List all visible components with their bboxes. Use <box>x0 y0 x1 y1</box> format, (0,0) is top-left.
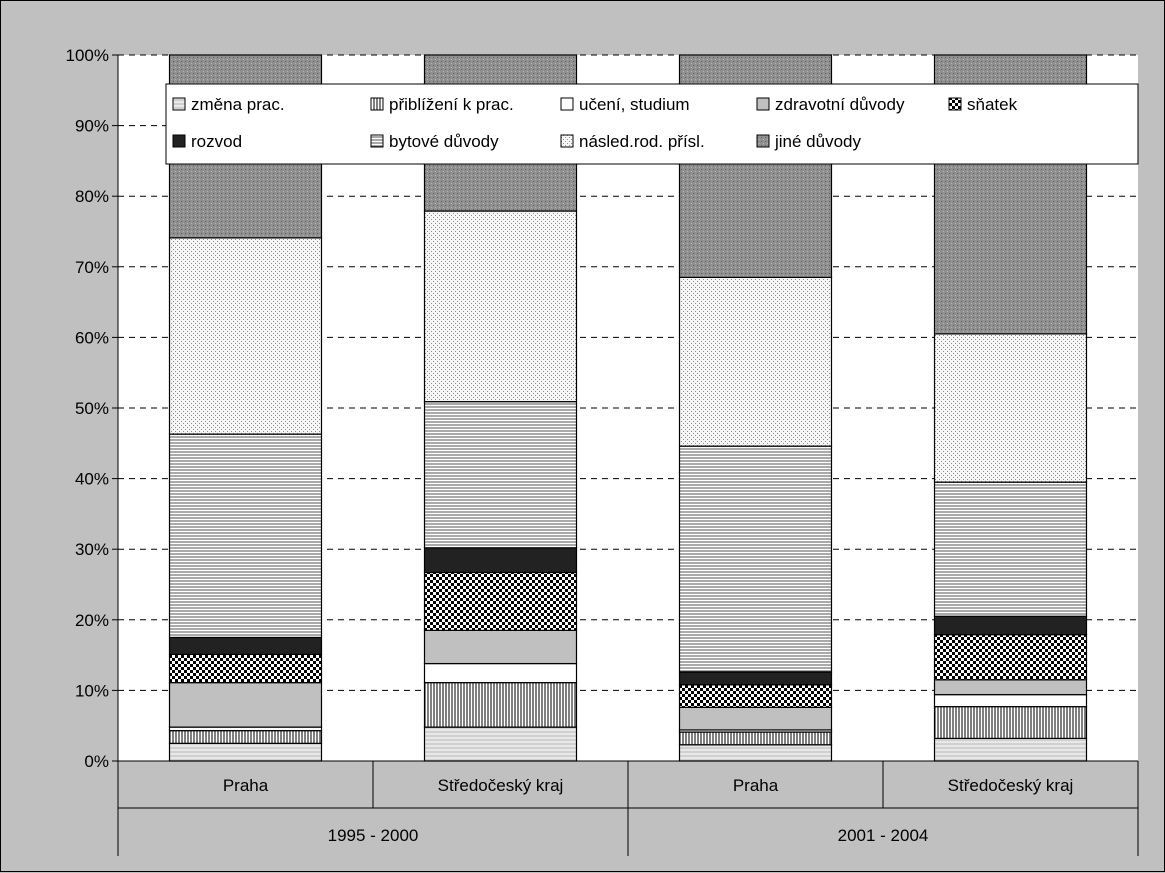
bar-segment <box>423 210 578 403</box>
bar-segment <box>423 726 578 762</box>
legend-swatch <box>172 134 186 148</box>
y-tick-label: 40% <box>75 470 109 489</box>
y-tick-label: 90% <box>75 117 109 136</box>
x-tick-label: Středočeský kraj <box>438 776 564 795</box>
bar-segment <box>678 276 833 447</box>
y-tick-label: 10% <box>75 681 109 700</box>
bar-segment <box>168 653 323 684</box>
bar-segment <box>678 445 833 673</box>
y-tick-label: 50% <box>75 399 109 418</box>
legend-swatch <box>560 97 574 111</box>
bar-segment <box>168 730 323 744</box>
bar-segment <box>423 401 578 549</box>
y-tick-label: 70% <box>75 258 109 277</box>
y-tick-label: 80% <box>75 187 109 206</box>
legend-swatch <box>948 97 962 111</box>
legend-label: změna prac. <box>191 95 285 114</box>
legend-label: rozvod <box>191 132 242 151</box>
bar-segment <box>168 636 323 655</box>
y-tick-label: 100% <box>66 46 109 65</box>
bar-segment <box>933 706 1088 740</box>
bar-segment <box>168 433 323 639</box>
bar-segment <box>423 571 578 631</box>
bar-segment <box>423 629 578 665</box>
x-tick-label: Praha <box>733 776 779 795</box>
legend-label: zdravotní důvody <box>775 95 905 114</box>
bar-segment <box>678 684 833 708</box>
legend-swatch <box>172 97 186 111</box>
legend-label: učení, studium <box>579 95 690 114</box>
bar-segment <box>933 694 1088 708</box>
legend-swatch <box>370 97 384 111</box>
bar-segment <box>933 634 1088 681</box>
y-tick-label: 60% <box>75 328 109 347</box>
legend-box <box>165 83 1139 165</box>
bar-segment <box>423 547 578 574</box>
group-label: 1995 - 2000 <box>328 826 419 845</box>
legend-label: sňatek <box>967 95 1018 114</box>
legend-label: bytové důvody <box>389 132 499 151</box>
bar-segment <box>168 237 323 435</box>
axes: 0% 10% 20% 30% 40% 50% 60% 70% 80% 90% 100% Praha St… <box>66 46 1139 856</box>
x-tick-label: Středočeský kraj <box>948 776 1074 795</box>
bar-segment <box>933 737 1088 762</box>
bar-segment <box>423 662 578 684</box>
bar-segment <box>933 615 1088 636</box>
y-tick-label: 20% <box>75 611 109 630</box>
y-tick-label: 0% <box>84 752 109 771</box>
bar-segment <box>168 682 323 728</box>
legend: změna prac. přiblížení k prac. učení, stud… <box>165 83 1139 165</box>
legend-label: přiblížení k prac. <box>389 95 514 114</box>
bar-segment <box>678 706 833 731</box>
y-tick-label: 30% <box>75 540 109 559</box>
legend-label: násled.rod. přísl. <box>579 132 705 151</box>
bar-segment <box>933 481 1088 617</box>
bar-segment <box>933 333 1088 483</box>
group-label: 2001 - 2004 <box>838 826 929 845</box>
legend-label: jiné důvody <box>774 132 862 151</box>
bar-segment <box>423 682 578 728</box>
legend-swatch <box>756 97 770 111</box>
legend-swatch <box>370 134 384 148</box>
bar-segment <box>168 742 323 762</box>
legend-swatch <box>756 134 770 148</box>
legend-swatch <box>560 134 574 148</box>
x-tick-label: Praha <box>223 776 269 795</box>
bar-segment <box>933 679 1088 696</box>
bar-segment <box>678 671 833 686</box>
bar-segment <box>678 731 833 746</box>
bar-segment <box>678 744 833 762</box>
